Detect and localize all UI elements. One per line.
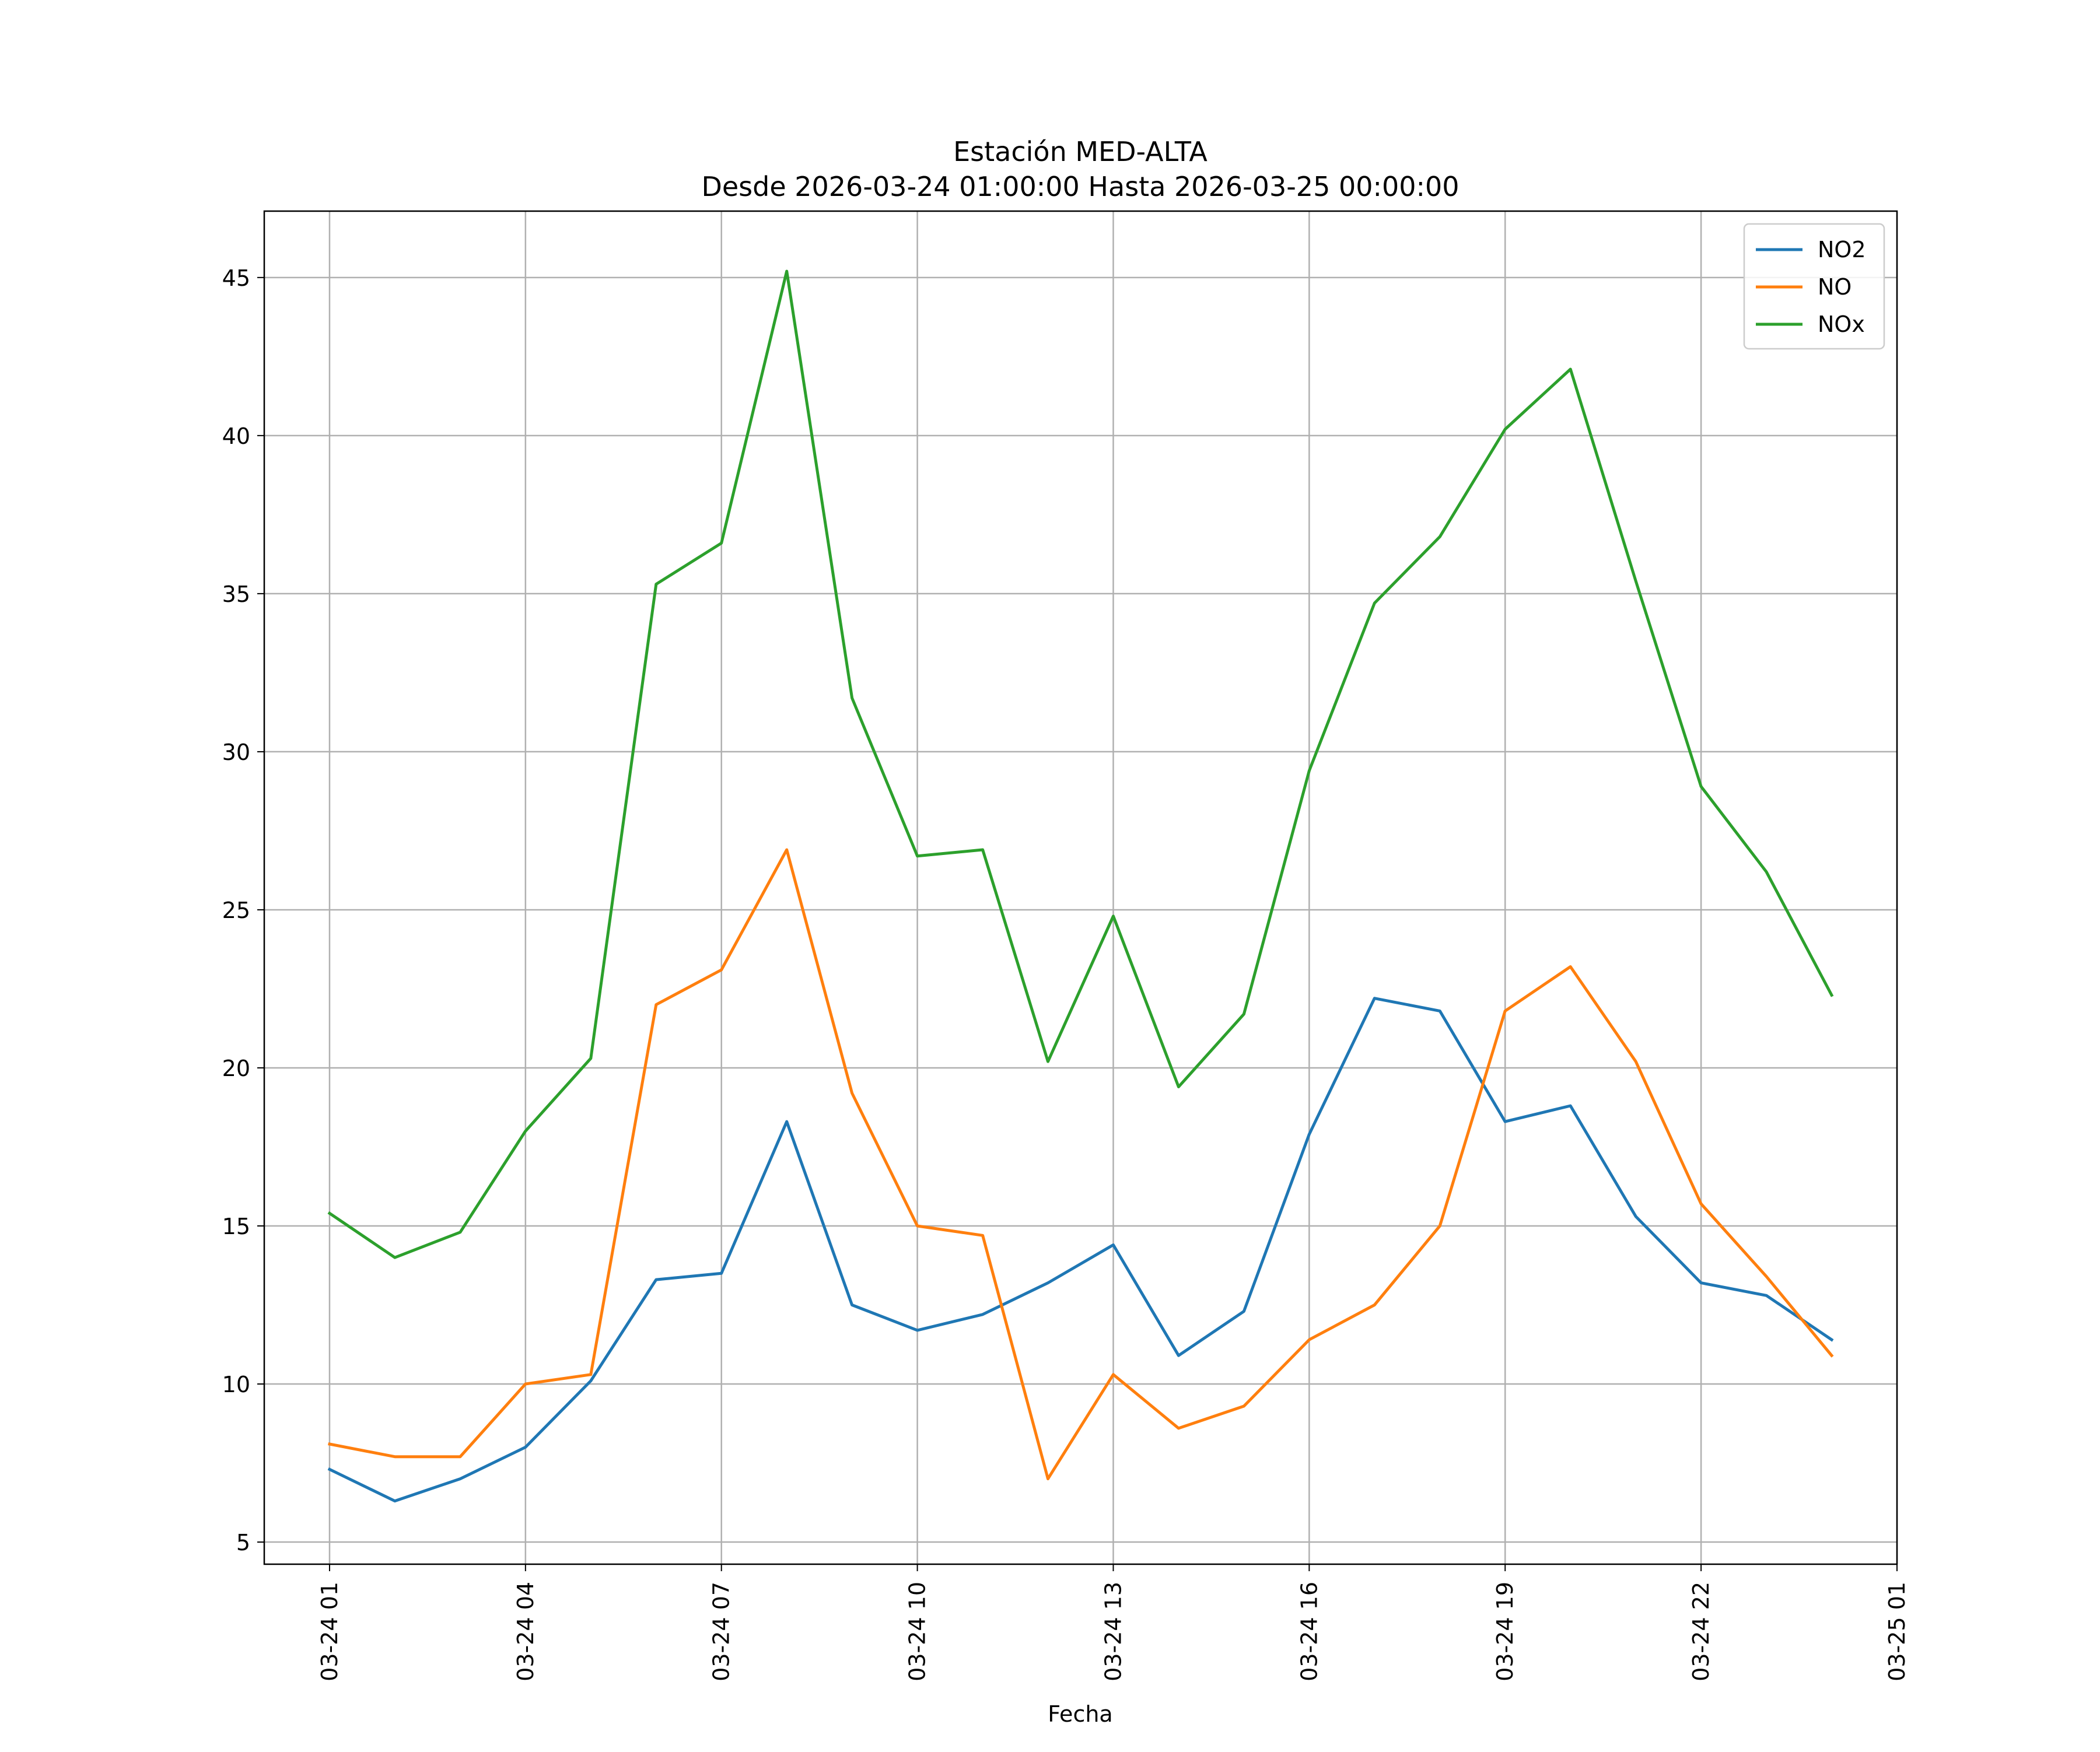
y-tick-label: 40 xyxy=(222,423,250,449)
x-tick-label: 03-25 01 xyxy=(1884,1582,1910,1681)
y-tick-label: 30 xyxy=(222,740,250,765)
y-tick-label: 5 xyxy=(236,1530,250,1555)
y-tick-label: 20 xyxy=(222,1056,250,1081)
x-tick-label: 03-24 22 xyxy=(1688,1582,1714,1681)
legend-label-no: NO xyxy=(1818,274,1852,300)
series-line-no2 xyxy=(327,997,1834,1503)
x-axis-label: Fecha xyxy=(1048,1701,1112,1727)
y-tick-label: 35 xyxy=(222,581,250,607)
plot-frame xyxy=(263,210,1898,1565)
y-tick-label: 25 xyxy=(222,898,250,923)
chart-title: Estación MED-ALTA xyxy=(953,136,1208,167)
axes-layer: 03-24 01 03-24 04 03-24 07 03-24 10 03-24 13… xyxy=(222,210,1910,1681)
y-tick-label: 45 xyxy=(222,265,250,291)
y-tick-label: 10 xyxy=(222,1372,250,1397)
legend: NO2 NO NOx xyxy=(1743,223,1885,350)
series-layer xyxy=(327,269,1834,1503)
x-tick-label: 03-24 04 xyxy=(513,1582,538,1681)
series-line-no xyxy=(328,848,1834,1481)
series-line-nox xyxy=(327,269,1834,1259)
y-tick-label: 15 xyxy=(222,1214,250,1239)
chart-subtitle: Desde 2026-03-24 01:00:00 Hasta 2026-03-… xyxy=(701,171,1459,202)
x-tick-label: 03-24 01 xyxy=(317,1582,342,1681)
x-tick-label: 03-24 13 xyxy=(1100,1582,1126,1681)
x-tick-label: 03-24 10 xyxy=(905,1582,930,1681)
legend-label-no2: NO2 xyxy=(1818,237,1866,262)
x-tick-label: 03-24 07 xyxy=(709,1582,734,1681)
legend-label-nox: NOx xyxy=(1818,311,1865,337)
x-tick-label: 03-24 16 xyxy=(1296,1582,1322,1681)
x-tick-label: 03-24 19 xyxy=(1492,1582,1518,1681)
legend-box xyxy=(1743,223,1885,350)
